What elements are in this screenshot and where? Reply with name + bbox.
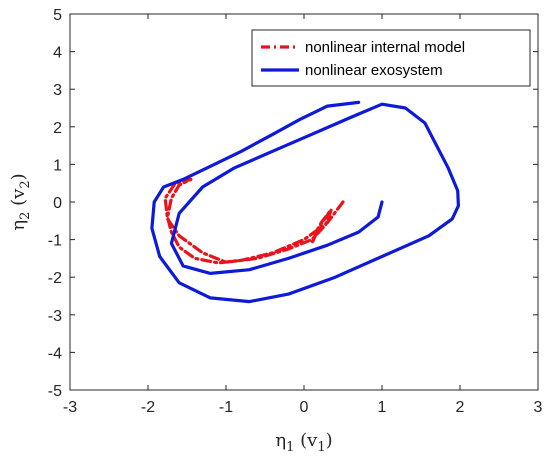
y-tick-label: 2 (53, 120, 62, 137)
legend-label-0: nonlinear internal model (305, 39, 465, 56)
x-axis-label: η1 (v1) (275, 430, 332, 455)
x-tick-label: 2 (456, 399, 465, 416)
y-tick-label: 1 (53, 157, 62, 174)
x-tick-label: -2 (141, 399, 155, 416)
x-tick-label: 0 (300, 399, 309, 416)
x-tick-label: 3 (534, 399, 543, 416)
y-tick-label: -1 (48, 233, 62, 250)
x-tick-label: -1 (219, 399, 233, 416)
legend-label-1: nonlinear exosystem (305, 62, 443, 79)
legend-box (251, 29, 531, 87)
y-tick-label: 4 (53, 45, 62, 62)
series-line-1 (150, 100, 460, 304)
y-tick-label: 3 (53, 82, 62, 99)
x-tick-label: -3 (63, 399, 77, 416)
series-line-0 (163, 177, 345, 265)
y-tick-label: 0 (53, 195, 62, 212)
y-tick-label: -3 (48, 308, 62, 325)
y-tick-label: -5 (48, 383, 62, 400)
y-tick-label: 5 (53, 7, 62, 24)
legend: nonlinear internal model nonlinear exosys… (251, 29, 531, 87)
ticks-layer: -3 -2 -1 0 1 2 3 5 4 3 2 1 0 -1 -2 -3 -4 -5 (48, 7, 543, 416)
series-layer (150, 100, 460, 304)
y-tick-label: -2 (48, 270, 62, 287)
x-tick-label: 1 (378, 399, 387, 416)
y-axis-label: η2 (v2) (8, 173, 33, 230)
y-tick-label: -4 (48, 345, 62, 362)
